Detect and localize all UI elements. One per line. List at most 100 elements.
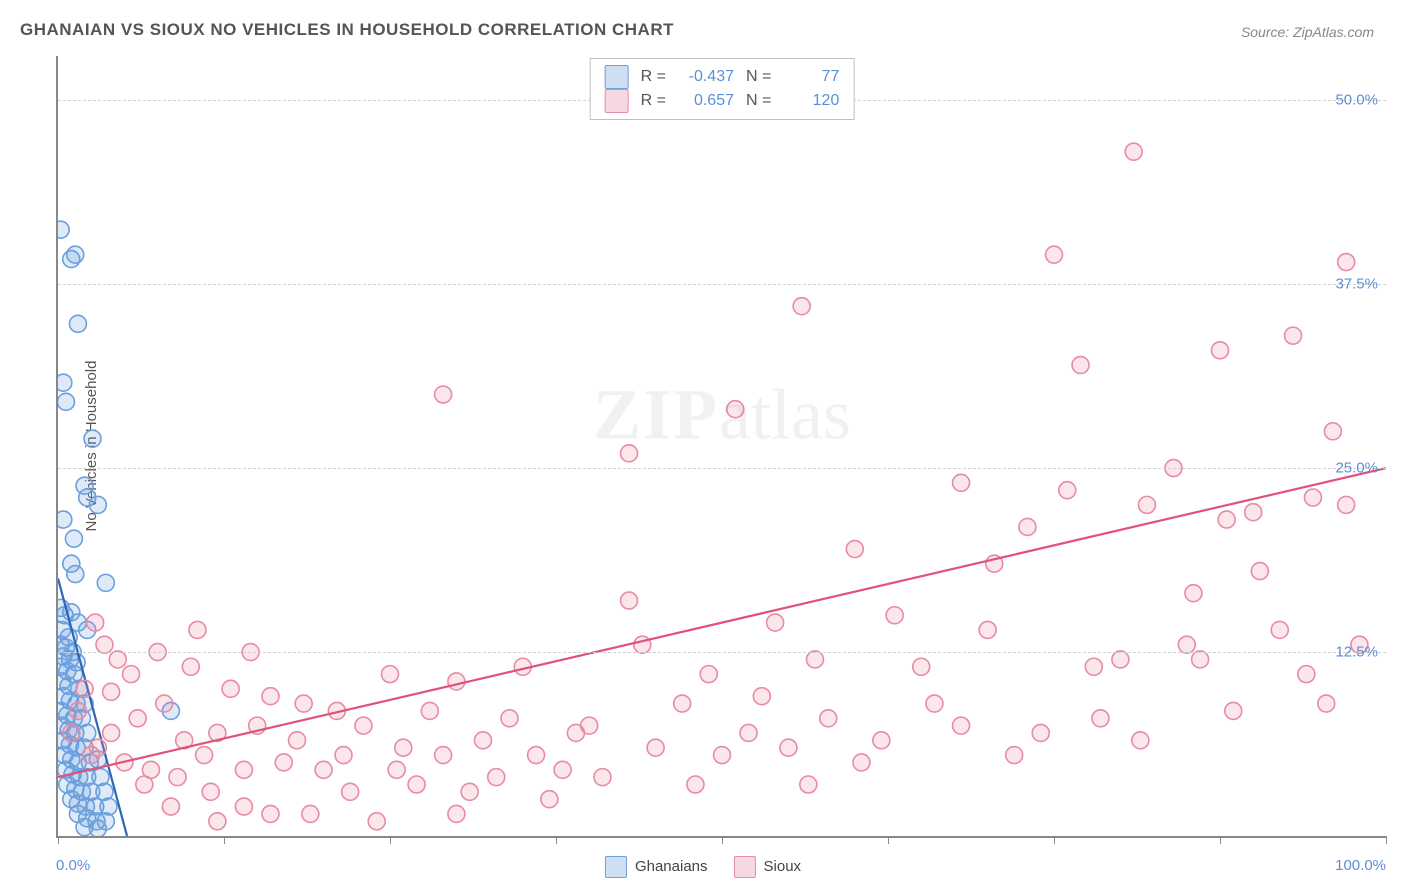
data-point (315, 761, 332, 778)
data-point (89, 820, 106, 836)
stats-row-ghanaians: R = -0.437 N = 77 (605, 65, 840, 89)
data-point (169, 769, 186, 786)
data-point (83, 747, 100, 764)
data-point (674, 695, 691, 712)
data-point (1192, 651, 1209, 668)
data-point (235, 761, 252, 778)
data-point (488, 769, 505, 786)
data-point (156, 695, 173, 712)
data-point (123, 666, 140, 683)
data-point (368, 813, 385, 830)
data-point (196, 747, 213, 764)
y-tick-label: 12.5% (1335, 644, 1378, 661)
legend: Ghanaians Sioux (605, 856, 801, 878)
data-point (1112, 651, 1129, 668)
x-axis-min-label: 0.0% (56, 857, 90, 874)
scatter-chart (58, 56, 1386, 836)
data-point (222, 680, 239, 697)
r-label: R = (641, 65, 666, 89)
data-point (182, 658, 199, 675)
data-point (1218, 511, 1235, 528)
data-point (87, 614, 104, 631)
data-point (913, 658, 930, 675)
data-point (1338, 254, 1355, 271)
gridline (58, 468, 1386, 469)
x-tick (58, 836, 59, 844)
correlation-stats-box: R = -0.437 N = 77 R = 0.657 N = 120 (590, 58, 855, 120)
data-point (700, 666, 717, 683)
data-point (528, 747, 545, 764)
data-point (1285, 327, 1302, 344)
data-point (69, 315, 86, 332)
x-tick (722, 836, 723, 844)
data-point (953, 717, 970, 734)
data-point (647, 739, 664, 756)
r-label: R = (641, 89, 666, 113)
source-prefix: Source: (1241, 24, 1293, 40)
x-tick (1054, 836, 1055, 844)
legend-label-ghanaians: Ghanaians (635, 858, 708, 875)
data-point (58, 221, 69, 238)
data-point (1019, 518, 1036, 535)
data-point (69, 702, 86, 719)
data-point (421, 702, 438, 719)
data-point (846, 541, 863, 558)
gridline (58, 284, 1386, 285)
data-point (162, 798, 179, 815)
data-point (395, 739, 412, 756)
data-point (58, 511, 72, 528)
data-point (1338, 496, 1355, 513)
x-tick (556, 836, 557, 844)
data-point (97, 574, 114, 591)
swatch-sioux-icon (734, 856, 756, 878)
n-label: N = (746, 89, 771, 113)
data-point (740, 724, 757, 741)
data-point (209, 813, 226, 830)
data-point (67, 246, 84, 263)
data-point (1046, 246, 1063, 263)
x-tick (1220, 836, 1221, 844)
data-point (129, 710, 146, 727)
data-point (806, 651, 823, 668)
n-label: N = (746, 65, 771, 89)
data-point (979, 621, 996, 638)
data-point (448, 805, 465, 822)
data-point (1304, 489, 1321, 506)
swatch-ghanaians-icon (605, 856, 627, 878)
y-tick-label: 50.0% (1335, 92, 1378, 109)
plot-area: R = -0.437 N = 77 R = 0.657 N = 120 ZIPa… (56, 56, 1386, 838)
data-point (235, 798, 252, 815)
data-point (926, 695, 943, 712)
data-point (853, 754, 870, 771)
data-point (388, 761, 405, 778)
data-point (435, 386, 452, 403)
data-point (753, 688, 770, 705)
gridline (58, 652, 1386, 653)
data-point (1251, 563, 1268, 580)
data-point (1059, 482, 1076, 499)
data-point (448, 673, 465, 690)
legend-item-sioux: Sioux (734, 856, 802, 878)
data-point (554, 761, 571, 778)
data-point (1072, 357, 1089, 374)
data-point (136, 776, 153, 793)
data-point (262, 805, 279, 822)
data-point (109, 651, 126, 668)
data-point (621, 445, 638, 462)
data-point (408, 776, 425, 793)
data-point (1318, 695, 1335, 712)
source-link[interactable]: ZipAtlas.com (1293, 24, 1374, 40)
data-point (302, 805, 319, 822)
data-point (800, 776, 817, 793)
data-point (355, 717, 372, 734)
data-point (1132, 732, 1149, 749)
y-tick-label: 25.0% (1335, 460, 1378, 477)
data-point (67, 566, 84, 583)
data-point (567, 724, 584, 741)
data-point (262, 688, 279, 705)
data-point (820, 710, 837, 727)
chart-title: GHANAIAN VS SIOUX NO VEHICLES IN HOUSEHO… (20, 20, 674, 40)
data-point (342, 783, 359, 800)
stats-row-sioux: R = 0.657 N = 120 (605, 89, 840, 113)
data-point (873, 732, 890, 749)
